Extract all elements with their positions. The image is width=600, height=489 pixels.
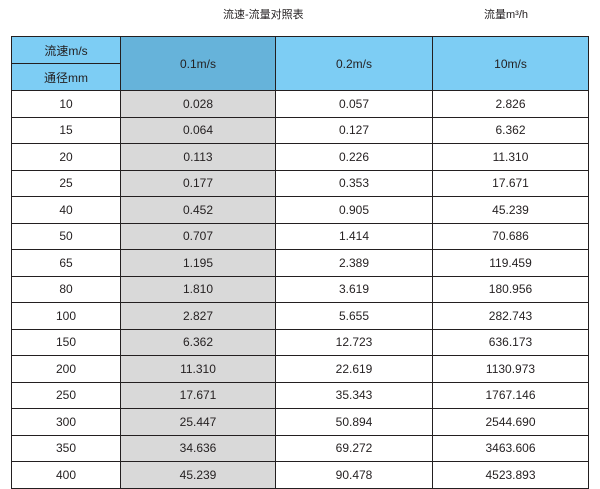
cell-value-1: 0.057 (275, 90, 433, 118)
table-row: 50 0.707 1.414 70.686 (11, 222, 589, 250)
cell-diameter: 20 (11, 143, 121, 171)
table-row: 200 11.310 22.619 1130.973 (11, 355, 589, 383)
table-row: 100 2.827 5.655 282.743 (11, 302, 589, 330)
cell-diameter: 80 (11, 275, 121, 303)
cell-value-1: 35.343 (275, 381, 433, 409)
cell-diameter: 300 (11, 408, 121, 436)
cell-value-1: 0.226 (275, 143, 433, 171)
cell-value-0: 0.707 (120, 222, 276, 250)
cell-value-0: 1.195 (120, 249, 276, 277)
cell-diameter: 50 (11, 222, 121, 250)
cell-value-2: 2544.690 (432, 408, 589, 436)
table-row: 400 45.239 90.478 4523.893 (11, 461, 589, 489)
cell-value-0: 11.310 (120, 355, 276, 383)
corner-header-velocity-label: 流速m/s (11, 36, 121, 64)
table-row: 350 34.636 69.272 3463.606 (11, 434, 589, 462)
flow-rate-table: 流速m/s 0.1m/s 0.2m/s 10m/s 通径mm 10 0.028 … (11, 36, 589, 489)
table-row: 40 0.452 0.905 45.239 (11, 196, 589, 224)
table-row: 25 0.177 0.353 17.671 (11, 169, 589, 197)
table-row: 300 25.447 50.894 2544.690 (11, 408, 589, 436)
cell-value-1: 90.478 (275, 461, 433, 489)
table-title-caption: 流速-流量对照表 (223, 9, 304, 21)
cell-diameter: 100 (11, 302, 121, 330)
cell-diameter: 25 (11, 169, 121, 197)
cell-value-1: 12.723 (275, 328, 433, 356)
corner-header-diameter-label: 通径mm (11, 63, 121, 91)
cell-value-0: 17.671 (120, 381, 276, 409)
cell-value-0: 0.113 (120, 143, 276, 171)
flow-rate-table-wrapper: 流速m/s 0.1m/s 0.2m/s 10m/s 通径mm 10 0.028 … (11, 36, 589, 489)
cell-value-2: 282.743 (432, 302, 589, 330)
cell-value-2: 70.686 (432, 222, 589, 250)
cell-value-1: 5.655 (275, 302, 433, 330)
cell-value-2: 11.310 (432, 143, 589, 171)
cell-value-1: 2.389 (275, 249, 433, 277)
cell-value-0: 2.827 (120, 302, 276, 330)
table-row: 65 1.195 2.389 119.459 (11, 249, 589, 277)
column-header-1: 0.2m/s (275, 36, 433, 91)
cell-value-1: 22.619 (275, 355, 433, 383)
cell-value-0: 6.362 (120, 328, 276, 356)
cell-value-2: 17.671 (432, 169, 589, 197)
cell-value-1: 3.619 (275, 275, 433, 303)
table-row: 15 0.064 0.127 6.362 (11, 116, 589, 144)
cell-value-2: 45.239 (432, 196, 589, 224)
cell-value-2: 1767.146 (432, 381, 589, 409)
table-row: 150 6.362 12.723 636.173 (11, 328, 589, 356)
column-header-0: 0.1m/s (120, 36, 276, 91)
table-row: 250 17.671 35.343 1767.146 (11, 381, 589, 409)
cell-diameter: 10 (11, 90, 121, 118)
cell-value-0: 25.447 (120, 408, 276, 436)
table-row: 10 0.028 0.057 2.826 (11, 90, 589, 118)
cell-value-1: 0.127 (275, 116, 433, 144)
cell-value-1: 0.353 (275, 169, 433, 197)
cell-diameter: 150 (11, 328, 121, 356)
cell-diameter: 200 (11, 355, 121, 383)
column-header-2: 10m/s (432, 36, 589, 91)
cell-value-0: 45.239 (120, 461, 276, 489)
cell-value-0: 34.636 (120, 434, 276, 462)
caption-row: 流速-流量对照表 流量m³/h (0, 0, 600, 36)
cell-value-0: 0.028 (120, 90, 276, 118)
cell-diameter: 250 (11, 381, 121, 409)
cell-value-1: 69.272 (275, 434, 433, 462)
cell-value-2: 180.956 (432, 275, 589, 303)
header-row-bottom: 通径mm (11, 63, 589, 91)
cell-value-0: 0.452 (120, 196, 276, 224)
cell-value-2: 6.362 (432, 116, 589, 144)
cell-value-0: 1.810 (120, 275, 276, 303)
cell-value-0: 0.064 (120, 116, 276, 144)
cell-value-2: 2.826 (432, 90, 589, 118)
table-body: 流速m/s 0.1m/s 0.2m/s 10m/s 通径mm 10 0.028 … (11, 36, 589, 489)
flow-unit-caption: 流量m³/h (484, 9, 528, 21)
cell-value-1: 50.894 (275, 408, 433, 436)
table-row: 20 0.113 0.226 11.310 (11, 143, 589, 171)
cell-value-2: 4523.893 (432, 461, 589, 489)
cell-diameter: 400 (11, 461, 121, 489)
cell-value-0: 0.177 (120, 169, 276, 197)
cell-diameter: 350 (11, 434, 121, 462)
cell-value-1: 1.414 (275, 222, 433, 250)
cell-value-2: 3463.606 (432, 434, 589, 462)
cell-diameter: 15 (11, 116, 121, 144)
header-row-top: 流速m/s 0.1m/s 0.2m/s 10m/s (11, 36, 589, 91)
cell-value-2: 1130.973 (432, 355, 589, 383)
cell-value-2: 636.173 (432, 328, 589, 356)
cell-diameter: 40 (11, 196, 121, 224)
cell-value-1: 0.905 (275, 196, 433, 224)
table-row: 80 1.810 3.619 180.956 (11, 275, 589, 303)
cell-value-2: 119.459 (432, 249, 589, 277)
cell-diameter: 65 (11, 249, 121, 277)
